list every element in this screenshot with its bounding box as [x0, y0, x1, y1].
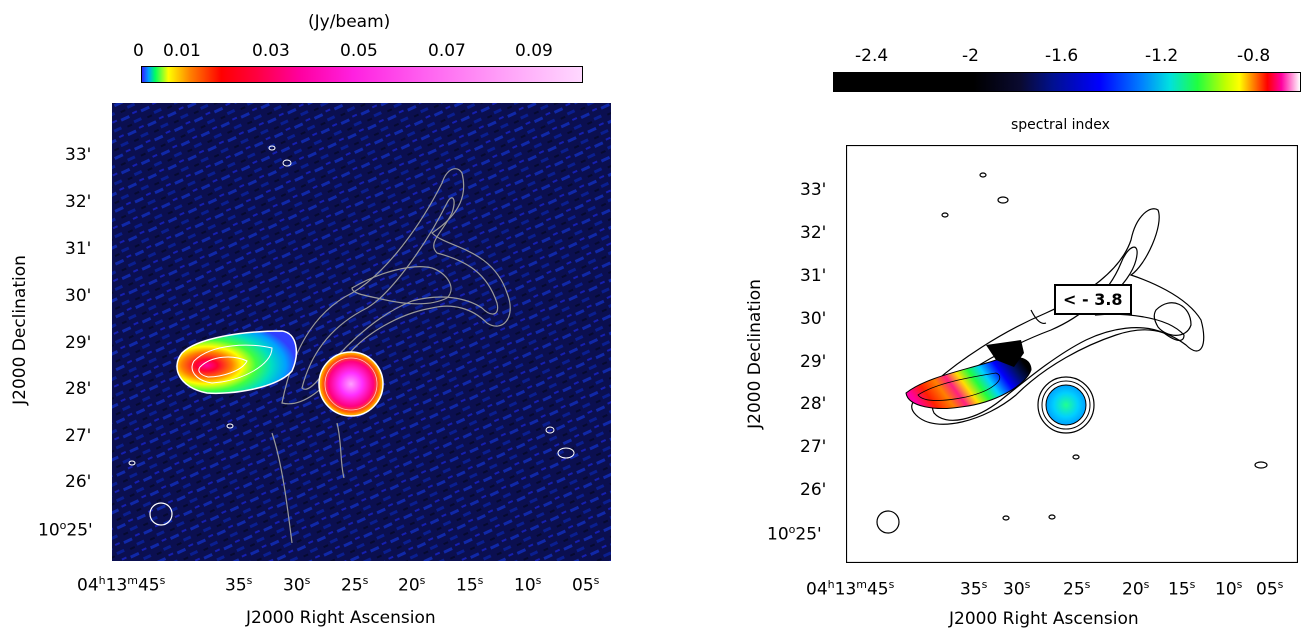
left-x-tick: 05s: [572, 574, 600, 596]
left-y-tick: 29': [65, 333, 92, 353]
right-y-tick: 27': [800, 437, 827, 457]
right-y-tick: 28': [800, 394, 827, 414]
left-colorbar-tick: 0.07: [428, 41, 466, 61]
left-x-tick: 30s: [283, 574, 311, 596]
left-colorbar-tick: 0.05: [340, 41, 378, 61]
left-y-tick: 27': [65, 426, 92, 446]
right-x-tick: 35s: [960, 578, 988, 600]
left-x-axis-title: J2000 Right Ascension: [246, 608, 436, 628]
left-y-tick: 32': [65, 192, 92, 212]
right-y-tick: 10o25': [767, 523, 822, 545]
left-x-tick: 35s: [225, 574, 253, 596]
right-colorbar-tick: -1.6: [1045, 46, 1079, 66]
left-y-tick: 10o25': [38, 519, 93, 541]
right-panel-title: spectral index: [1011, 117, 1110, 133]
left-colorbar-tick: 0.03: [252, 41, 290, 61]
right-x-tick: 30s: [1003, 578, 1031, 600]
right-y-tick: 26': [800, 480, 827, 500]
left-colorbar-tick: 0: [133, 41, 144, 61]
left-x-tick: 10s: [514, 574, 542, 596]
right-beam-ellipse: [876, 510, 900, 534]
left-radio-map: [112, 103, 611, 561]
right-x-tick: 10s: [1215, 578, 1243, 600]
left-x-tick: 20s: [398, 574, 426, 596]
left-colorbar: [141, 66, 583, 83]
left-beam-ellipse: [149, 502, 173, 526]
left-y-tick: 28': [65, 379, 92, 399]
left-colorbar-tick: 0.01: [163, 41, 201, 61]
right-colorbar: [833, 72, 1301, 92]
right-y-tick: 33': [800, 180, 827, 200]
right-x-tick: 05s: [1256, 578, 1284, 600]
left-y-axis-title: J2000 Declination: [9, 255, 30, 405]
spectral-index-annotation: < - 3.8: [1054, 284, 1132, 315]
right-y-axis-title: J2000 Declination: [744, 279, 765, 429]
left-colorbar-tick: 0.09: [515, 41, 553, 61]
left-y-tick: 31': [65, 239, 92, 259]
right-spectral-index-map: [846, 145, 1298, 563]
right-y-tick: 29': [800, 352, 827, 372]
right-x-tick: 15s: [1168, 578, 1196, 600]
right-colorbar-tick: -0.8: [1237, 46, 1271, 66]
right-y-tick: 31': [800, 266, 827, 286]
right-x-tick: 25s: [1063, 578, 1091, 600]
left-y-tick: 26': [65, 472, 92, 492]
right-colorbar-tick: -1.2: [1145, 46, 1179, 66]
right-colorbar-tick: -2: [962, 46, 979, 66]
right-y-tick: 32': [800, 223, 827, 243]
right-y-tick: 30': [800, 309, 827, 329]
left-x-tick: 25s: [341, 574, 369, 596]
right-x-axis-title: J2000 Right Ascension: [949, 609, 1139, 629]
left-x-tick: 15s: [456, 574, 484, 596]
left-y-tick: 33': [65, 145, 92, 165]
left-colorbar-unit: (Jy/beam): [308, 12, 391, 32]
left-x-tick: 04h13m45s: [77, 574, 166, 596]
right-colorbar-tick: -2.4: [855, 46, 889, 66]
right-x-tick: 04h13m45s: [806, 578, 895, 600]
right-x-tick: 20s: [1122, 578, 1150, 600]
left-y-tick: 30': [65, 286, 92, 306]
